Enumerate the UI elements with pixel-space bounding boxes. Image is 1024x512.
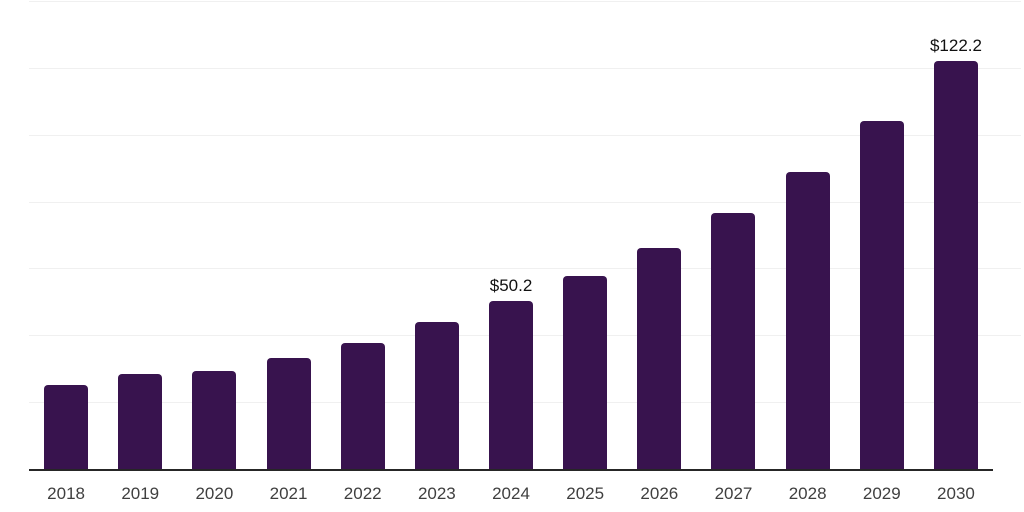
bar (340, 342, 385, 469)
bar (489, 301, 534, 469)
x-tick-label: 2020 (195, 484, 234, 503)
bar-column (548, 0, 622, 469)
grid-line (29, 1, 1021, 2)
bar (192, 370, 237, 469)
bar-column (177, 0, 251, 469)
bar-column: $122.2 (919, 0, 993, 469)
bar (266, 358, 311, 469)
bar-column (622, 0, 696, 469)
x-tick-label: 2026 (640, 484, 679, 503)
x-tick-label: 2018 (47, 484, 85, 503)
bar-column (103, 0, 177, 469)
bar (785, 171, 830, 469)
x-tick-label: 2024 (492, 484, 530, 503)
x-tick-label: 2025 (566, 484, 605, 503)
x-tick-label: 2022 (343, 484, 382, 503)
x-tick-label: 2019 (121, 484, 160, 503)
bar-column (400, 0, 474, 469)
bar-column (29, 0, 103, 469)
x-axis-line (29, 469, 993, 471)
grid-line (29, 67, 1021, 69)
x-tick-label: 2030 (937, 484, 975, 503)
bar-value-label: $50.2 (489, 276, 533, 296)
x-tick-label: 2023 (417, 484, 456, 503)
bar (563, 276, 608, 469)
bar (711, 213, 756, 469)
x-tick-label: 2027 (714, 484, 753, 503)
x-axis-tick-labels: 2018 2019 2020 2021 2022 2023 2024 2025 2026 2027… (29, 484, 993, 504)
bar-column (771, 0, 845, 469)
grid-line (29, 201, 1021, 203)
bar (118, 373, 163, 469)
bar-column (251, 0, 325, 469)
bar-column (696, 0, 770, 469)
bar (859, 120, 904, 469)
plot-area: $50.2 $122.2 (29, 0, 993, 469)
bar-column (326, 0, 400, 469)
bar (637, 248, 682, 469)
bar-column: $50.2 (474, 0, 548, 469)
grid-line (29, 268, 1021, 270)
bar (44, 384, 89, 469)
bar (414, 321, 459, 469)
bar (933, 60, 978, 469)
bar-column (845, 0, 919, 469)
x-tick-label: 2021 (269, 484, 308, 503)
grid-line (29, 134, 1021, 136)
x-tick-label: 2028 (788, 484, 827, 503)
bar-value-label: $122.2 (929, 35, 982, 55)
x-tick-label: 2029 (862, 484, 901, 503)
